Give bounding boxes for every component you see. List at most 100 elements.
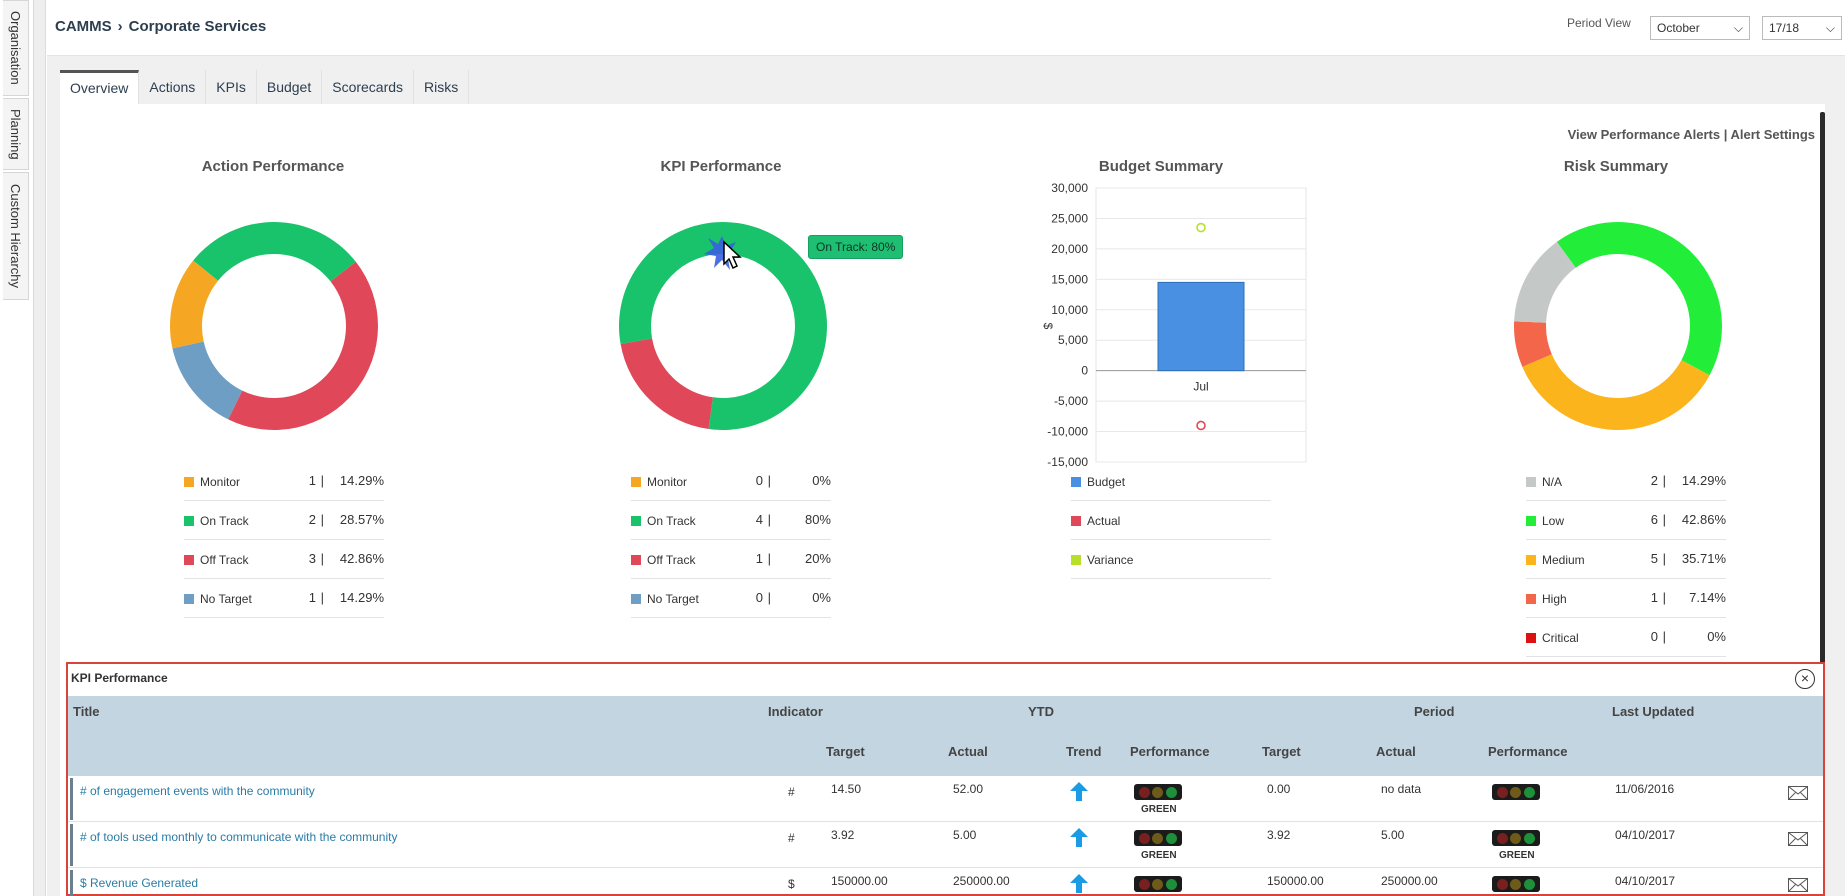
legend-count: 4 [755,512,763,527]
legend-swatch [1526,477,1536,487]
row-marker [70,824,73,866]
donut-slice-monitor[interactable] [170,260,219,349]
legend-row-off-track[interactable]: Off Track 3 | 42.86% [184,540,384,579]
close-icon[interactable]: × [1795,669,1815,689]
kpi-title-link[interactable]: # of engagement events with the communit… [80,784,315,798]
risk-summary-donut[interactable] [1512,220,1724,432]
scrollbar[interactable] [1820,112,1825,672]
legend-swatch [1526,555,1536,565]
tab-overview[interactable]: Overview [60,70,140,104]
header-period-target[interactable]: Target [1262,744,1301,759]
legend-row-na[interactable]: N/A 2 | 14.29% [1526,462,1726,501]
year-select[interactable]: 17/18 ⌵ [1762,16,1842,40]
legend-separator: | [767,551,771,566]
header-period-performance[interactable]: Performance [1488,744,1568,759]
header-trend[interactable]: Trend [1066,744,1102,759]
y-axis-label: $ [1041,323,1055,330]
mail-icon[interactable] [1788,878,1808,892]
legend-swatch [1071,477,1081,487]
traffic-light-icon [1492,830,1540,846]
kpi-title-link[interactable]: $ Revenue Generated [80,876,199,890]
tab-actions[interactable]: Actions [139,70,207,104]
legend-row-monitor[interactable]: Monitor 1 | 14.29% [184,462,384,501]
legend-row-no-target[interactable]: No Target 1 | 14.29% [184,579,384,618]
mail-icon[interactable] [1788,832,1808,846]
table-row: # of tools used monthly to communicate w… [68,822,1823,868]
month-select[interactable]: October ⌵ [1650,16,1750,40]
budget-summary-chart[interactable]: 30,000 25,000 20,000 15,000 10,000 5,000 0 -5,0… [1010,180,1310,470]
donut-slice-no-target[interactable] [172,341,243,420]
mail-icon[interactable] [1788,786,1808,800]
trend-up-arrow-icon [1070,782,1088,801]
view-performance-alerts-link[interactable]: View Performance Alerts [1567,127,1721,142]
legend-label: N/A [1542,475,1563,489]
legend-row-critical[interactable]: Critical 0 | 0% [1526,618,1726,657]
kpi-table-title: KPI Performance [71,671,168,685]
donut-slice-on-track[interactable] [619,222,827,430]
legend-row-no-target[interactable]: No Target 0 | 0% [631,579,831,618]
header-period-actual[interactable]: Actual [1376,744,1416,759]
legend-count: 0 [755,473,763,488]
action-performance-donut[interactable] [168,220,380,432]
last-updated-value: 04/10/2017 [1615,874,1676,888]
donut-slice-low[interactable] [1556,221,1722,376]
legend-count: 1 [755,551,763,566]
breadcrumb-app[interactable]: CAMMS [55,18,112,35]
alert-settings-link[interactable]: Alert Settings [1730,127,1815,142]
legend-swatch [1071,555,1081,565]
legend-label: Monitor [200,475,241,489]
donut-slice-high[interactable] [1514,321,1552,367]
tab-risks[interactable]: Risks [414,70,470,104]
legend-count: 2 [308,512,316,527]
risk-summary-legend: N/A 2 | 14.29% Low 6 | 42.86% Medium 5 |… [1526,462,1726,657]
header-ytd-performance[interactable]: Performance [1130,744,1210,759]
legend-percent: 14.29% [1681,473,1726,488]
legend-row-variance[interactable]: Variance [1071,540,1271,579]
legend-count: 6 [1650,512,1658,527]
header-ytd-target[interactable]: Target [826,744,865,759]
legend-row-budget[interactable]: Budget [1071,462,1271,501]
budget-summary-title: Budget Summary [1098,158,1224,175]
header-indicator[interactable]: Indicator [768,704,823,719]
donut-slice-off-track[interactable] [228,261,378,430]
y-tick-label: 30,000 [1051,181,1088,195]
donut-slice-n-a[interactable] [1514,241,1576,323]
donut-slice-on-track[interactable] [193,222,356,282]
header-last-updated[interactable]: Last Updated [1612,704,1695,719]
header-period: Period [1414,704,1455,719]
legend-row-high[interactable]: High 1 | 7.14% [1526,579,1726,618]
legend-separator: | [320,551,324,566]
breadcrumb-section: Corporate Services [128,18,267,35]
budget-summary-legend: Budget Actual Variance [1071,462,1271,579]
ytd-target-value: 150000.00 [831,874,888,888]
kpi-title-link[interactable]: # of tools used monthly to communicate w… [80,830,398,844]
donut-slice-medium[interactable] [1522,354,1710,431]
traffic-light-icon [1492,876,1540,892]
legend-label: Off Track [647,553,696,567]
legend-swatch [631,477,641,487]
side-nav-planning[interactable]: Planning [3,98,29,170]
header-title[interactable]: Title [73,704,100,719]
legend-separator: | [320,590,324,605]
kpi-performance-donut[interactable] [617,220,829,432]
legend-row-monitor[interactable]: Monitor 0 | 0% [631,462,831,501]
row-marker [70,778,73,820]
y-tick-label: -15,000 [1047,455,1088,469]
legend-row-off-track[interactable]: Off Track 1 | 20% [631,540,831,579]
tab-budget[interactable]: Budget [256,70,323,104]
legend-row-low[interactable]: Low 6 | 42.86% [1526,501,1726,540]
side-nav-organisation[interactable]: Organisation [3,0,29,96]
header-ytd-actual[interactable]: Actual [948,744,988,759]
tab-scorecards[interactable]: Scorecards [322,70,415,104]
donut-slice-off-track[interactable] [620,338,713,429]
action-performance-title: Action Performance [201,158,345,175]
legend-percent: 20% [804,551,831,566]
legend-row-actual[interactable]: Actual [1071,501,1271,540]
tab-kpis[interactable]: KPIs [206,70,257,104]
legend-swatch [1526,594,1536,604]
legend-separator: | [767,590,771,605]
legend-row-on-track[interactable]: On Track 4 | 80% [631,501,831,540]
legend-row-on-track[interactable]: On Track 2 | 28.57% [184,501,384,540]
side-nav-custom-hierarchy[interactable]: Custom Hierarchy [3,172,29,300]
legend-row-medium[interactable]: Medium 5 | 35.71% [1526,540,1726,579]
